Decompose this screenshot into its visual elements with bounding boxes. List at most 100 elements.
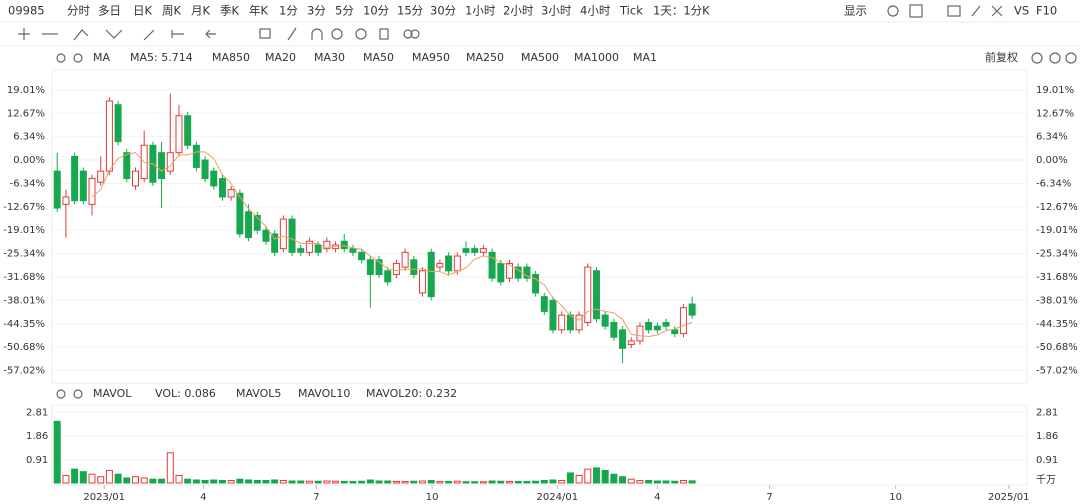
volume-bar [445,480,453,484]
candle-body [627,340,635,346]
tool-icon[interactable] [105,29,123,39]
tool-icon[interactable] [355,28,367,40]
drawing-tools[interactable] [18,27,420,41]
volume-bar [558,479,566,484]
volume-bar [71,468,79,484]
tool-icon[interactable] [403,29,413,39]
tool-icon[interactable] [311,28,323,40]
period-button[interactable]: 1小时 [465,4,496,18]
volume-bar [262,479,270,484]
volume-bar [97,476,105,484]
volume-bar [566,472,574,484]
period-button[interactable]: 2小时 [503,4,534,18]
tool-icon[interactable] [410,29,420,39]
volume-bar [505,480,513,484]
y-tick-label: 12.67% [7,108,45,119]
camera-icon[interactable] [947,5,961,17]
volume-bar [149,478,157,484]
settings-icon[interactable] [887,5,899,17]
candle-body [436,262,444,268]
tool-icon[interactable] [18,28,30,40]
period-button[interactable]: 3小时 [541,4,572,18]
tool-icon[interactable] [171,30,184,38]
expand-icon[interactable] [991,5,1003,17]
tool-icon[interactable] [143,29,155,41]
zoom-in[interactable] [1065,52,1077,64]
f10-button[interactable]: F10 [1036,4,1057,18]
tool-icon[interactable] [73,29,89,41]
tool-icon[interactable] [259,28,271,39]
y-tick-label: 0.91 [26,455,48,466]
y-tick-label: -44.35% [3,319,45,330]
tool-icon[interactable] [287,27,297,41]
top-icons[interactable] [887,4,1003,18]
period-button[interactable]: 月K [191,4,210,18]
stock-code[interactable]: 09985 [8,4,45,18]
candle-body [505,262,513,279]
period-button[interactable]: 30分 [430,4,457,18]
volume-bar [549,479,557,484]
period-button[interactable]: 1天：1分K [653,4,710,18]
y-tick-label: 6.34% [13,132,45,143]
period-button[interactable]: 年K [249,4,268,18]
ma5-label: MA5: 5.714 [130,51,193,64]
y-tick-label: -31.68% [3,272,45,283]
volume-bar [236,478,244,484]
zoom-out[interactable] [1049,52,1061,64]
candle-body [253,214,261,231]
settings-icon[interactable] [56,53,66,63]
square-icon[interactable] [909,4,923,18]
settings-icon[interactable] [56,389,66,399]
tool-icon[interactable] [331,28,343,40]
candle-body [245,211,253,239]
period-button[interactable]: 多日 [98,4,121,18]
period-button[interactable]: 10分 [363,4,390,18]
display-button[interactable]: 显示 [844,4,867,18]
candle-body [297,248,305,253]
mavol-label: MAVOL10 [298,387,350,400]
volume-bar [384,480,392,484]
period-button[interactable]: 4小时 [580,4,611,18]
x-tick-label: 10 [426,492,439,503]
candle-body [679,307,687,335]
pen-icon[interactable] [971,5,981,17]
period-button[interactable]: 日K [133,4,152,18]
volume-bar [62,474,70,484]
ma-label: MA30 [314,51,345,64]
volume-bar [349,480,357,484]
volume-bar [497,480,505,484]
x-tick-label: 2024/01 [537,492,579,503]
period-button[interactable]: Tick [619,4,643,18]
period-button[interactable]: 3分 [307,4,326,18]
candle-body [584,266,592,323]
close-icon[interactable] [73,389,83,399]
volume-bar [175,474,183,484]
period-button[interactable]: 周K [162,4,181,18]
candle-body [227,189,235,198]
y-tick-label: 1.86 [26,431,48,442]
period-button[interactable]: 1分 [279,4,298,18]
zoom-out[interactable] [1031,52,1043,64]
y-tick-label: -12.67% [3,202,45,213]
volume-bar [218,479,226,484]
period-button[interactable]: 分时 [67,4,90,18]
volume-bar [610,473,618,484]
close-icon[interactable] [73,53,83,63]
y-tick-label-right: 6.34% [1036,132,1068,143]
candle-body [636,325,644,342]
tool-icon[interactable] [379,28,389,40]
volume-bar [305,480,313,484]
candle-body [462,248,470,253]
volume-bar [166,452,174,484]
ma-label: MA20 [265,51,296,64]
period-button[interactable]: 季K [220,4,239,18]
period-button[interactable]: 15分 [397,4,424,18]
tool-icon[interactable] [205,29,216,39]
indicator-name: MAVOL [93,387,132,400]
period-button[interactable]: 5分 [335,4,354,18]
candle-body [601,314,609,327]
candle-body [192,144,200,168]
vs-button[interactable]: VS [1014,4,1029,18]
adjust-button[interactable]: 前复权 [985,50,1018,64]
volume-bar [375,480,383,484]
